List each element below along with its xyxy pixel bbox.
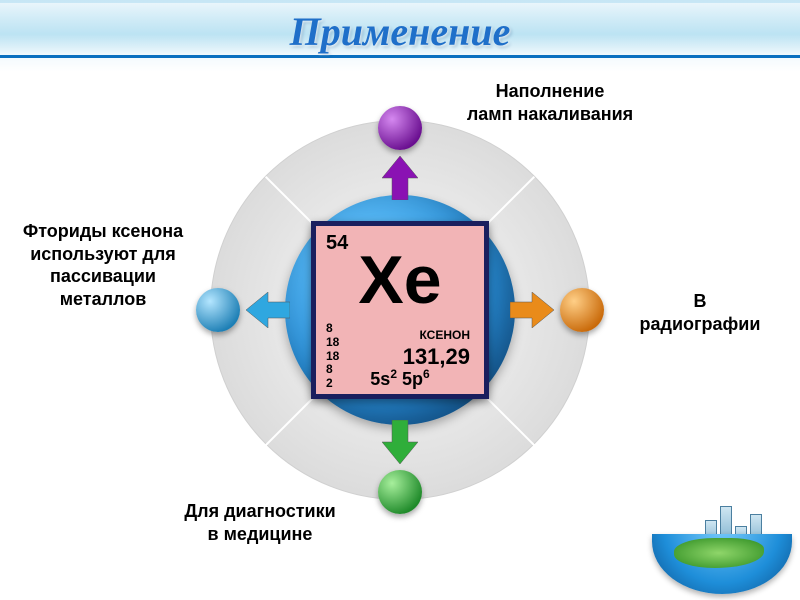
caption-right: В радиографии [620, 290, 780, 335]
caption-top: Наполнение ламп накаливания [420, 80, 680, 125]
element-symbol: Xe [316, 246, 484, 314]
caption-bottom: Для диагностики в медицине [130, 500, 390, 545]
caption-left: Фториды ксенона используют для пассиваци… [18, 220, 188, 310]
slide: Применение 54 Xe КСЕНОН 131,29 8 18 18 8… [0, 0, 800, 600]
arrow-left-icon [246, 292, 290, 328]
earth-bowl-icon [652, 534, 792, 594]
node-dot-left [196, 288, 240, 332]
arrow-right-icon [510, 292, 554, 328]
arrow-up-icon [382, 156, 418, 200]
node-dot-right [560, 288, 604, 332]
radial-diagram: 54 Xe КСЕНОН 131,29 8 18 18 8 2 5s2 5p6 [210, 120, 590, 500]
arrow-down-icon [382, 420, 418, 464]
element-tile: 54 Xe КСЕНОН 131,29 8 18 18 8 2 5s2 5p6 [311, 221, 489, 399]
element-name: КСЕНОН [419, 328, 470, 342]
electron-config: 5s2 5p6 [316, 367, 484, 390]
corner-illustration [652, 504, 792, 594]
page-title: Применение [0, 8, 800, 55]
node-dot-top [378, 106, 422, 150]
